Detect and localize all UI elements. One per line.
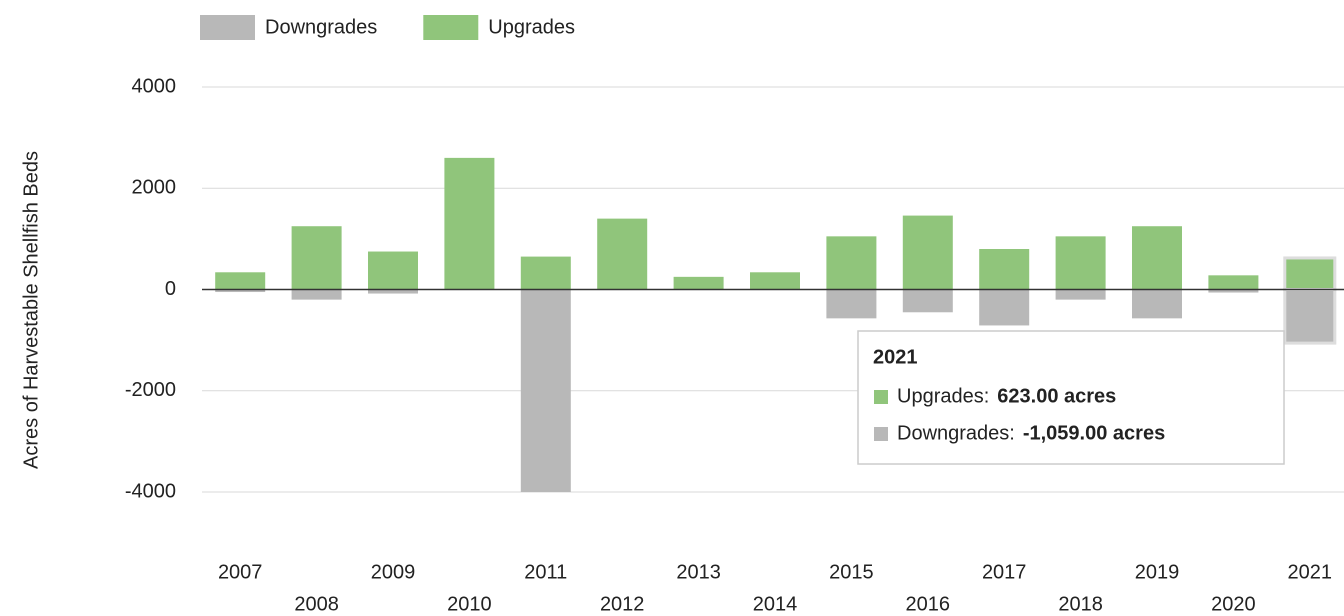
tooltip-value: -1,059.00 acres [1023,422,1165,444]
x-tick-label: 2014 [753,593,798,615]
x-tick-label: 2013 [676,561,721,583]
bar [1055,289,1106,300]
x-tick-label: 2018 [1058,593,1103,615]
bar [1055,236,1106,290]
bar [1132,226,1182,290]
tooltip-label: Downgrades: [897,422,1015,444]
x-tick-label: 2007 [218,561,263,583]
bar [1208,275,1259,290]
bar [520,256,571,290]
bar [826,236,877,290]
x-tick-label: 2019 [1135,561,1180,583]
bar [1208,289,1259,293]
bar [979,289,1030,326]
x-tick-label: 2011 [524,561,567,583]
bar [826,289,877,319]
bar [979,249,1030,290]
x-tick-label: 2009 [371,561,416,583]
y-tick-label: -4000 [125,480,176,502]
x-tick-label: 2020 [1211,593,1256,615]
bar [673,276,724,290]
y-tick-label: -2000 [125,379,176,401]
tooltip-swatch [874,390,888,404]
y-tick-label: 0 [165,278,176,300]
x-tick-label: 2008 [294,593,339,615]
bar [368,289,418,294]
x-tick-label: 2016 [906,593,951,615]
tooltip: 2021 Upgrades: 623.00 acres Downgrades: -1,0… [857,330,1285,465]
tooltip-title: 2021 [873,346,918,368]
bar [444,157,495,290]
bar [902,215,953,290]
bar [597,218,648,290]
y-tick-label: 4000 [132,75,177,97]
y-tick-label: 2000 [132,177,177,199]
x-tick-label: 2017 [982,561,1027,583]
bar [215,289,266,293]
x-tick-label: 2012 [600,593,645,615]
y-axis-label: Acres of Harvestable Shellfish Beds [20,151,42,469]
tooltip-value: 623.00 acres [997,385,1116,407]
tooltip-box [857,330,1285,465]
bar [1283,288,1337,345]
legend-label: Upgrades [488,16,575,38]
x-tick-label: 2010 [447,593,492,615]
bar [1283,256,1337,292]
bar [291,226,342,290]
legend-swatch [423,15,479,40]
tooltip-swatch [874,427,888,441]
bar [520,289,571,492]
bar [291,289,342,300]
bar [368,251,418,290]
bar [215,272,266,290]
bar [902,289,953,313]
legend-label: Downgrades [265,16,377,38]
legend-swatch [200,15,255,40]
bar [1132,289,1182,319]
tooltip-label: Upgrades: [897,385,989,407]
x-tick-label: 2021 [1288,561,1333,583]
x-tick-label: 2015 [829,561,874,583]
bar [750,272,800,290]
